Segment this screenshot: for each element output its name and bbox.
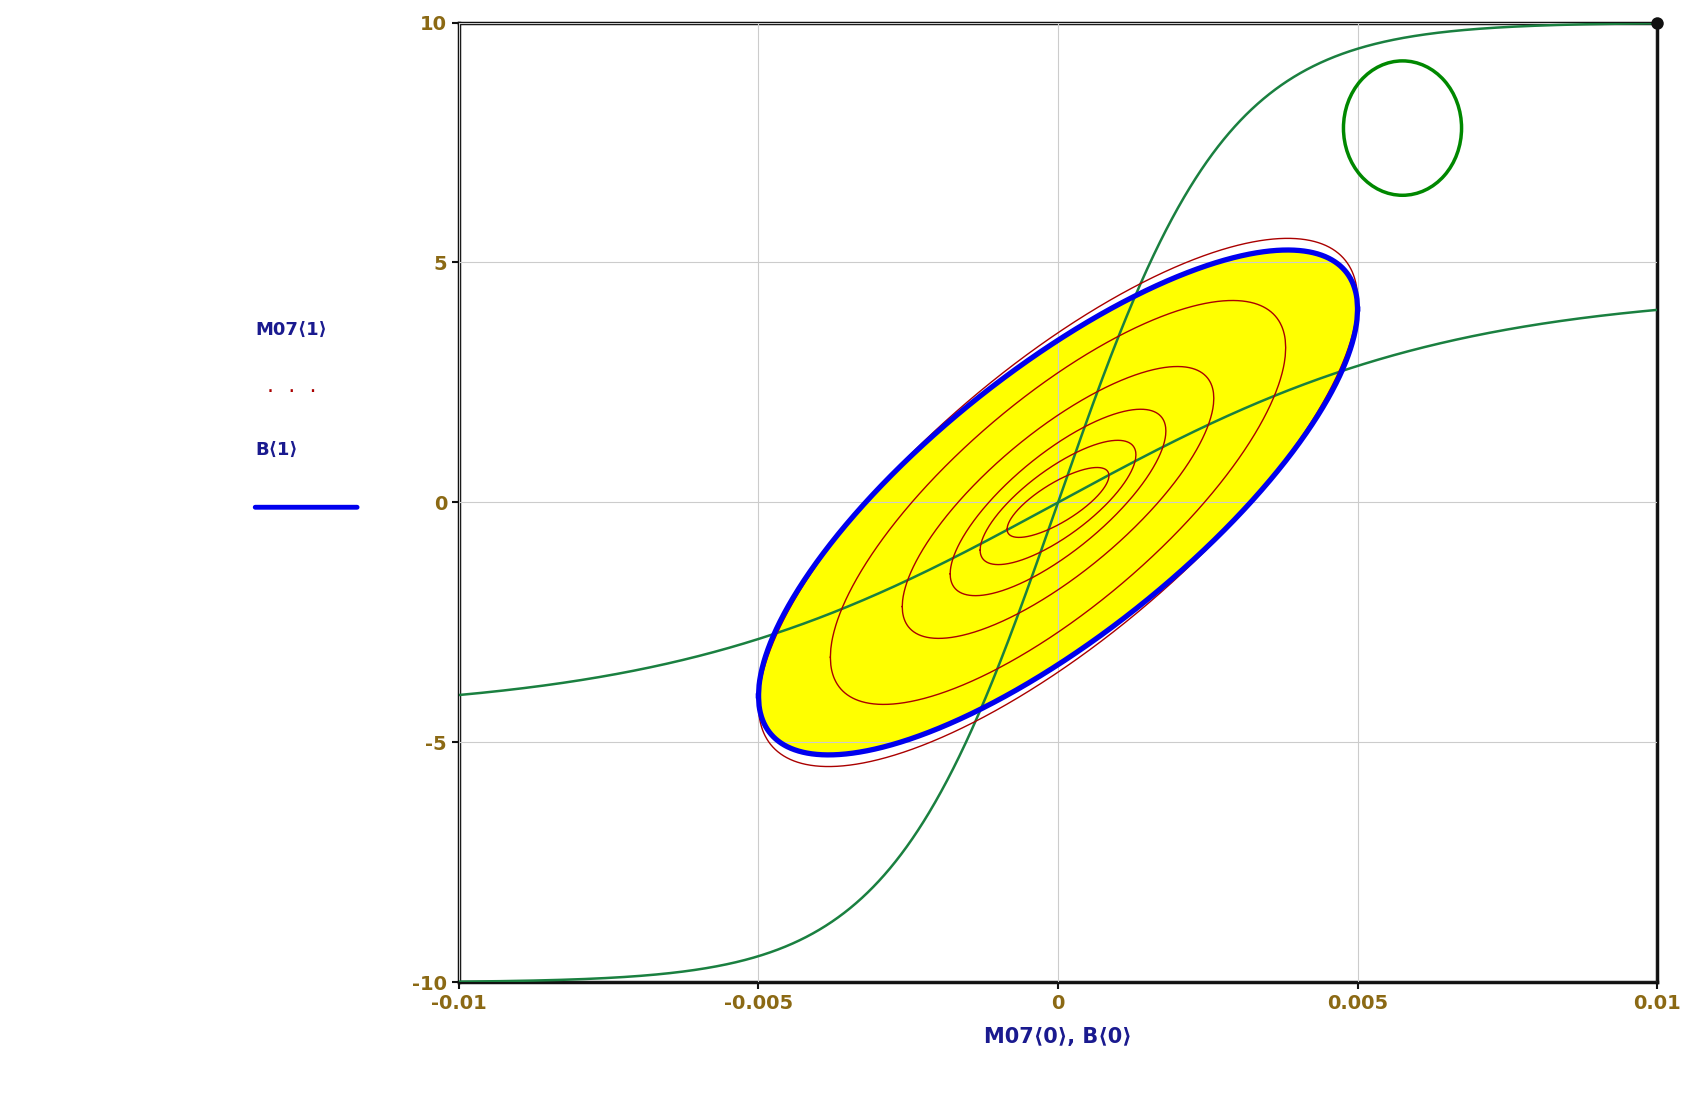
Text: M07⟨1⟩: M07⟨1⟩ <box>254 321 327 339</box>
X-axis label: M07⟨0⟩, B⟨0⟩: M07⟨0⟩, B⟨0⟩ <box>984 1027 1131 1048</box>
Text: B⟨1⟩: B⟨1⟩ <box>254 440 298 458</box>
Polygon shape <box>758 250 1357 755</box>
Text: ·  ·  ·: · · · <box>268 382 317 402</box>
